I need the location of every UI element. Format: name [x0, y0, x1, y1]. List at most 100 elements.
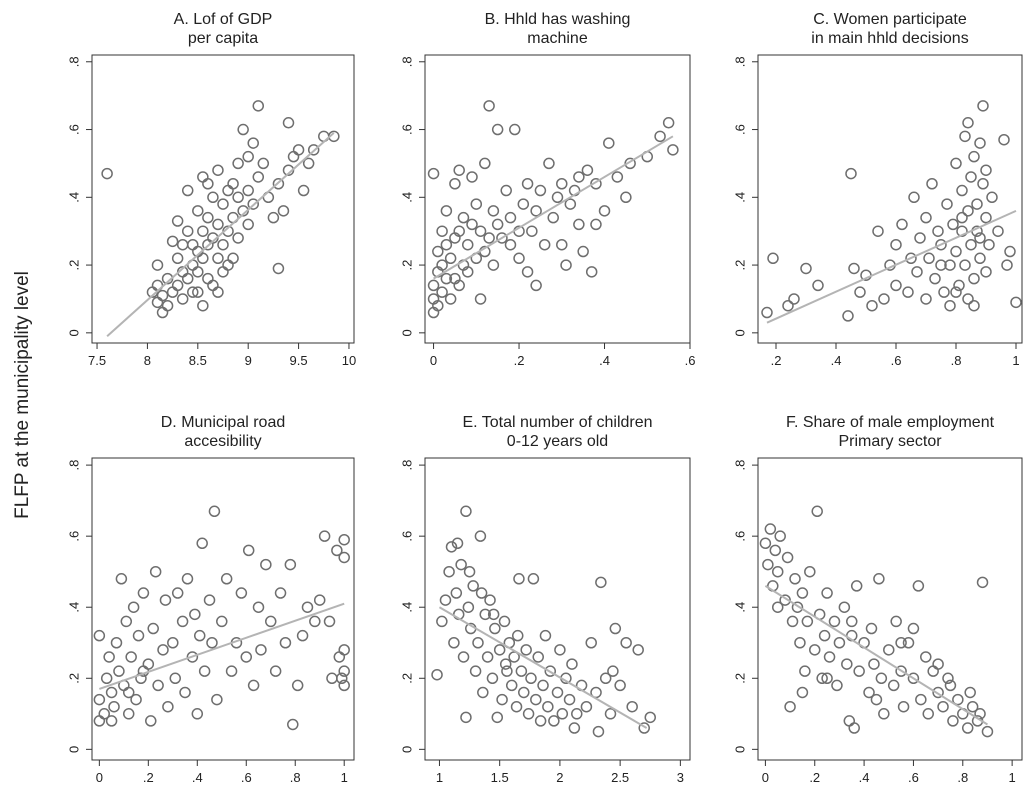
scatter-point	[812, 279, 824, 292]
scatter-point	[242, 218, 254, 231]
scatter-point	[564, 198, 577, 210]
x-tick-label: .2	[809, 770, 820, 785]
scatter-point	[799, 665, 811, 677]
scatter-point	[654, 130, 666, 143]
y-tick-label: .2	[732, 260, 747, 271]
scatter-point	[474, 530, 487, 542]
scatter-point	[296, 629, 309, 642]
scatter-point	[604, 708, 617, 720]
scatter-point	[125, 651, 137, 663]
scatter-point	[800, 262, 812, 275]
scatter-point	[947, 218, 959, 231]
scatter-point	[176, 615, 189, 628]
scatter-point	[518, 686, 530, 699]
scatter-point	[479, 608, 491, 621]
y-tick-label: .2	[66, 673, 81, 684]
y-tick-label: 0	[732, 746, 747, 753]
scatter-point	[451, 537, 464, 550]
plot-frame	[91, 457, 355, 761]
scatter-point	[530, 279, 542, 292]
scatter-point	[227, 252, 239, 265]
scatter-point	[974, 137, 986, 149]
scatter-point	[292, 144, 305, 156]
scatter-point	[950, 157, 962, 170]
scatter-point	[935, 238, 947, 251]
scatter-point	[532, 651, 544, 663]
y-tick-label: .2	[399, 260, 414, 271]
scatter-point	[771, 601, 784, 613]
scatter-point	[176, 293, 189, 305]
scatter-point	[498, 615, 511, 628]
scatter-point	[436, 615, 448, 628]
panel-title-line: D. Municipal road	[161, 414, 286, 431]
scatter-point	[603, 137, 615, 149]
scatter-point	[527, 573, 540, 585]
y-tick-label: .4	[399, 602, 414, 613]
scatter-point	[667, 144, 679, 156]
scatter-point	[980, 266, 992, 278]
plot-frame	[757, 54, 1023, 344]
scatter-point	[1004, 245, 1016, 258]
scatter-point	[187, 286, 199, 298]
scatter-point	[100, 672, 113, 685]
scatter-point	[247, 198, 259, 210]
x-tick-label: .4	[859, 770, 870, 785]
scatter-point	[436, 259, 448, 271]
fit-line	[106, 132, 335, 337]
scatter-point	[297, 184, 310, 197]
scatter-point	[788, 293, 800, 305]
scatter-point	[208, 505, 221, 518]
plot-frame	[757, 457, 1023, 761]
y-tick-label: 0	[399, 746, 414, 753]
scatter-point	[938, 286, 950, 298]
scatter-point	[115, 573, 128, 585]
scatter-point	[338, 679, 350, 692]
scatter-point	[212, 252, 224, 265]
x-tick-label: 1.5	[491, 770, 509, 785]
scatter-point	[436, 286, 448, 298]
scatter-point	[767, 252, 779, 265]
scatter-point	[93, 693, 106, 706]
scatter-point	[974, 232, 986, 244]
scatter-point	[192, 286, 204, 298]
y-tick-label: .4	[399, 192, 414, 203]
scatter-point	[460, 505, 472, 518]
scatter-point	[93, 715, 106, 727]
scatter-point	[573, 171, 585, 183]
fit-line	[764, 585, 988, 726]
scatter-point	[449, 272, 461, 285]
scatter-point	[483, 100, 495, 112]
scatter-point	[156, 306, 169, 319]
scatter-point	[573, 218, 585, 231]
scatter-point	[235, 587, 248, 599]
scatter-point	[264, 615, 277, 628]
scatter-point	[959, 130, 971, 143]
scatter-point	[440, 238, 453, 251]
scatter-point	[821, 587, 833, 599]
panel-d: D. Municipal road accesibility 0 .2 .4 .6 .8 0.…	[66, 414, 355, 785]
scatter-point	[554, 644, 566, 656]
scatter-point	[843, 715, 856, 727]
y-tick-label: .4	[732, 192, 747, 203]
scatter-point	[431, 668, 443, 681]
scatter-point	[544, 665, 557, 677]
scatter-point	[432, 299, 444, 312]
scatter-point	[284, 558, 297, 571]
scatter-point	[301, 601, 314, 613]
panel-title-line: per capita	[188, 30, 258, 47]
scatter-point	[282, 117, 295, 129]
scatter-point	[207, 191, 219, 204]
scatter-point	[883, 644, 895, 656]
y-tick-label: .6	[66, 124, 81, 135]
scatter-point	[941, 198, 953, 210]
scatter-point	[556, 708, 569, 720]
scatter-point	[132, 629, 145, 642]
scatter-point	[521, 178, 534, 190]
scatter-point	[505, 679, 518, 692]
scatter-point	[151, 296, 164, 309]
scatter-point	[818, 629, 831, 642]
scatter-point	[992, 225, 1004, 237]
scatter-point	[338, 533, 350, 546]
scatter-point	[202, 178, 214, 190]
scatter-point	[469, 665, 482, 677]
